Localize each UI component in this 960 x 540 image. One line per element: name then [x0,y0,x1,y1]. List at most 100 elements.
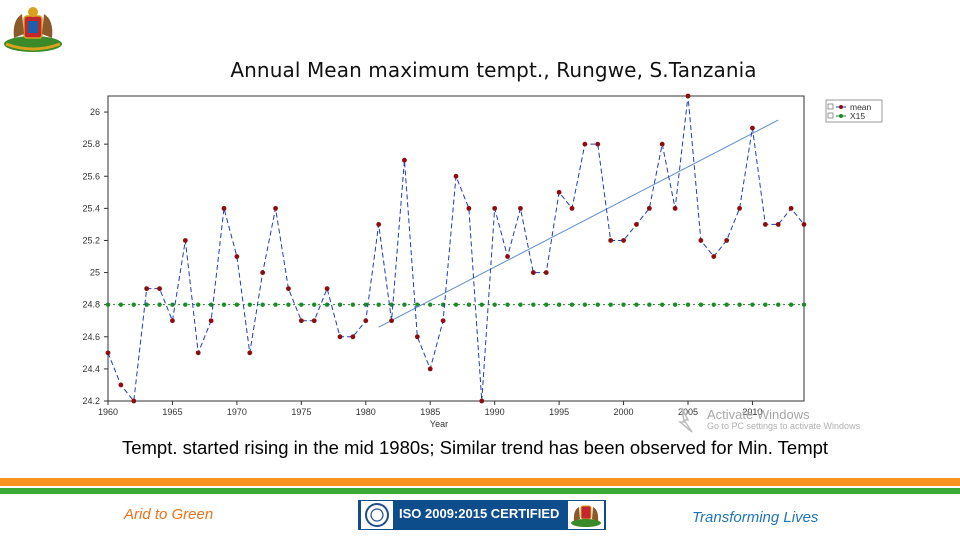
point-mean [646,205,652,211]
point-x15 [634,302,639,307]
point-mean [337,334,343,340]
point-mean [195,350,201,356]
point-mean [543,270,549,275]
point-mean [621,238,626,243]
point-mean [569,205,575,211]
point-mean [402,157,407,163]
point-mean [582,141,588,147]
point-mean [518,205,523,211]
iso-certified-text: ISO 2009:2015 CERTIFIED [399,506,560,521]
footer-slogan-right: Transforming Lives [692,509,819,526]
point-x15 [312,302,317,307]
iso-logo-icon [361,501,393,529]
point-mean [144,286,150,292]
x-tick-label: 1980 [356,407,376,417]
point-x15 [801,302,807,307]
point-x15 [376,302,381,307]
point-x15 [324,302,330,307]
point-mean [466,205,472,211]
x-tick-label: 2005 [678,407,698,417]
y-tick-label: 25.6 [82,171,100,181]
point-x15 [286,302,291,307]
crest-icon [568,501,604,529]
point-x15 [685,302,691,307]
x-tick-label: 1965 [162,407,182,417]
point-x15 [621,302,626,307]
point-mean [182,238,188,243]
point-mean [376,222,382,227]
point-mean [595,141,601,147]
point-x15 [505,302,510,307]
point-x15 [660,302,665,307]
point-mean [750,125,755,131]
legend-label: X15 [850,111,865,121]
point-x15 [776,302,781,307]
chart-title: Annual Mean maximum tempt., Rungwe, S.Ta… [230,58,757,82]
point-mean [556,189,562,195]
point-x15 [479,302,484,307]
point-x15 [724,302,729,307]
caption: Tempt. started rising in the mid 1980s; … [121,437,829,458]
point-mean [724,238,730,243]
point-x15 [595,302,600,307]
point-x15 [608,302,613,307]
point-mean [298,318,304,324]
point-mean [234,254,240,259]
plot-area [107,95,805,402]
trend-line [378,119,779,328]
point-mean [324,286,330,292]
point-mean [157,286,162,292]
point-x15 [647,302,652,307]
point-x15 [144,302,149,307]
footer-band-orange [0,478,960,486]
point-mean [414,334,420,340]
x-tick-label: 1970 [227,407,247,417]
x-tick-label: 1990 [485,407,505,417]
point-mean [427,366,433,372]
point-x15 [234,302,240,307]
point-mean [389,318,394,324]
legend-label: mean [850,102,872,112]
point-mean [672,205,678,211]
point-x15 [157,302,162,307]
point-x15 [247,302,252,307]
point-mean [247,350,253,356]
point-x15 [569,302,575,307]
point-x15 [273,302,278,307]
point-x15 [299,302,304,307]
point-x15 [363,302,368,307]
y-tick-label: 24.6 [82,332,100,342]
x-tick-label: 1975 [291,407,311,417]
legend-checkbox [827,103,834,110]
point-x15 [466,302,472,307]
point-mean [788,205,794,211]
point-mean [634,222,639,227]
point-x15 [788,302,794,307]
y-tick-label: 25.4 [82,203,100,213]
y-tick-label: 25.8 [82,139,100,149]
point-mean [685,93,691,99]
point-x15 [672,302,678,307]
point-mean [131,398,137,404]
point-x15 [582,302,588,307]
x-tick-label: 1960 [98,407,118,417]
watermark-line2: Go to PC settings to activate Windows [707,421,861,431]
point-x15 [763,302,768,307]
point-x15 [492,302,497,307]
point-x15 [170,302,175,307]
point-mean [492,205,498,211]
point-mean [170,318,175,324]
point-x15 [131,302,136,307]
point-mean [762,222,768,227]
point-x15 [698,302,704,307]
legend-swatch-marker [839,105,843,109]
watermark-line1: Activate Windows [707,407,810,422]
point-mean [286,286,291,292]
x-tick-label: 2010 [742,407,762,417]
point-mean [105,350,111,356]
x-tick-label: 1995 [549,407,569,417]
y-tick-label: 26 [90,107,100,117]
point-x15 [415,302,420,307]
x-tick-label: 2000 [614,407,634,417]
emblem-icon [4,7,62,52]
